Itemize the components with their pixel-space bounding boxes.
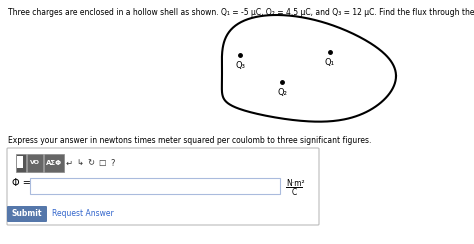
Text: AΣΦ: AΣΦ [46, 160, 62, 166]
FancyBboxPatch shape [7, 206, 47, 222]
Text: VO: VO [30, 161, 40, 165]
Text: Three charges are enclosed in a hollow shell as shown. Q₁ = -5 μC, Q₂ = 4.5 μC, : Three charges are enclosed in a hollow s… [8, 8, 474, 17]
FancyBboxPatch shape [7, 148, 319, 225]
FancyBboxPatch shape [27, 154, 43, 172]
Text: Q₁: Q₁ [325, 58, 335, 67]
Text: Express your answer in newtons times meter squared per coulomb to three signific: Express your answer in newtons times met… [8, 136, 371, 145]
Text: Q₂: Q₂ [277, 88, 287, 97]
Text: ↻: ↻ [88, 159, 94, 167]
FancyBboxPatch shape [18, 156, 24, 168]
Text: Q₃: Q₃ [235, 61, 245, 70]
Text: Φ =: Φ = [12, 178, 31, 188]
Text: Submit: Submit [12, 210, 42, 218]
Polygon shape [222, 15, 396, 122]
Text: C: C [292, 188, 297, 197]
FancyBboxPatch shape [30, 178, 280, 194]
Text: ↳: ↳ [76, 159, 83, 167]
Text: ☐: ☐ [98, 159, 106, 167]
FancyBboxPatch shape [16, 154, 26, 172]
Text: N·m²: N·m² [286, 179, 305, 188]
Text: ?: ? [111, 159, 115, 167]
FancyBboxPatch shape [44, 154, 64, 172]
Text: ↵: ↵ [65, 159, 73, 167]
Text: Request Answer: Request Answer [52, 210, 114, 218]
